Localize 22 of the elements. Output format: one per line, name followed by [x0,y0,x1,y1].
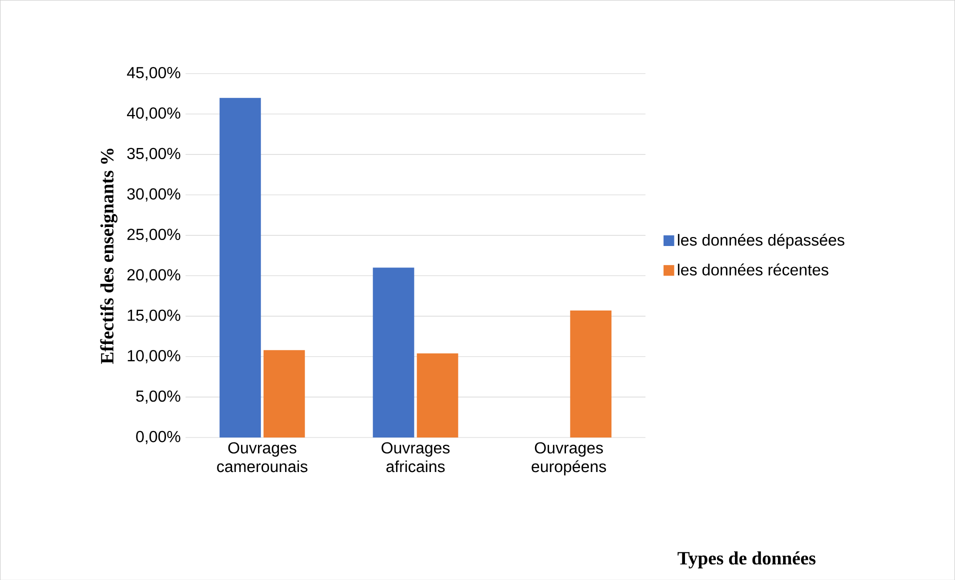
y-tick-label: 5,00% [136,390,180,404]
legend-label: les données récentes [678,263,828,276]
x-tick-label: Ouvrages africains [382,442,450,472]
y-tick-label: 25,00% [127,228,180,242]
x-axis-title: Types de données [678,551,816,568]
y-tick-label: 45,00% [126,66,180,80]
y-tick-label: 15,00% [128,309,180,323]
bar [264,350,305,438]
y-tick-label: 30,00% [127,188,180,202]
y-tick-label: 35,00% [127,148,180,161]
bar [372,267,414,438]
bar [416,353,458,438]
y-tick-label: 0,00% [136,430,180,444]
x-tick-label: Ouvrages européens [532,442,606,476]
legend-label: les données dépassées [678,234,844,249]
y-tick-label: 40,00% [126,107,180,120]
bar [570,310,612,438]
y-tick-label: 10,00% [128,350,180,364]
y-tick-label: 20,00% [127,268,180,282]
x-tick-label: Ouvrages camerounais [217,442,308,472]
bar [220,98,261,438]
y-axis-title: Effectifs des enseignants % [100,148,118,364]
